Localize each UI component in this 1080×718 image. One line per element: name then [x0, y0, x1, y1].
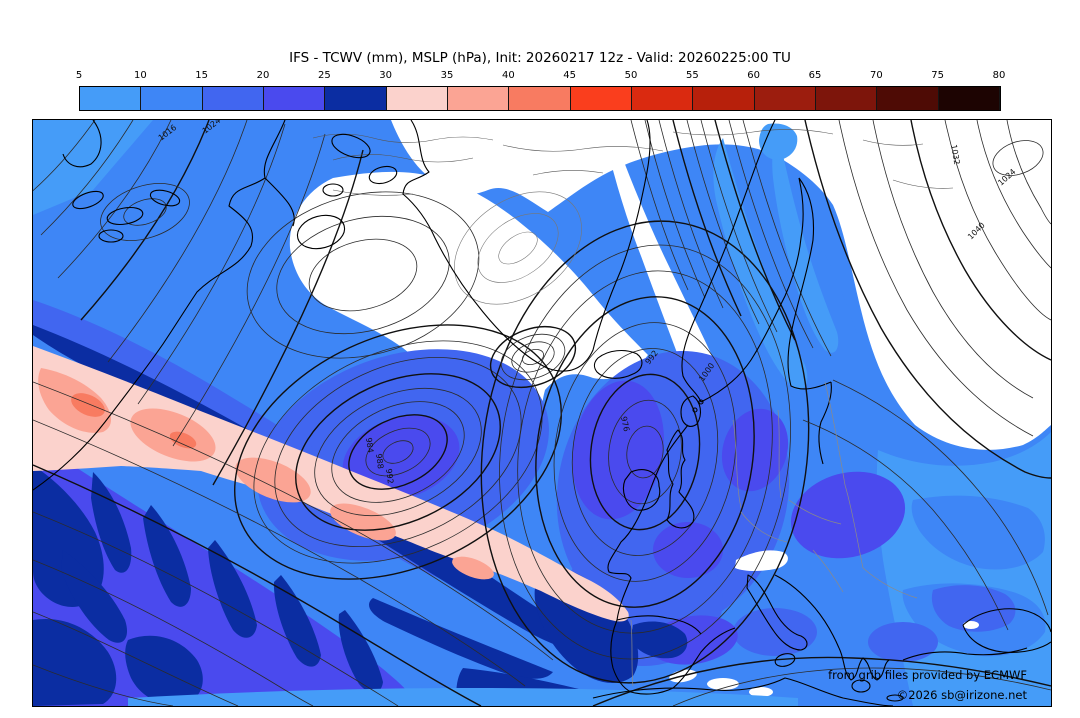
- colorbar-bar: [79, 86, 1001, 111]
- isobar-label: 1032: [949, 144, 961, 166]
- colorbar-tick: 50: [624, 70, 638, 81]
- colorbar-segment: [693, 87, 755, 110]
- colorbar-tick: 75: [931, 70, 945, 81]
- page-title: IFS - TCWV (mm), MSLP (hPa), Init: 20260…: [289, 50, 791, 66]
- isobar-label: 992: [384, 468, 395, 484]
- colorbar-segment: [386, 87, 448, 110]
- colorbar-segment: [509, 87, 571, 110]
- colorbar-segment: [264, 87, 326, 110]
- tcwv-colorbar: 5 10 15 20 25 30 35 40 45 50 55 60 65 70 75 80: [76, 70, 1005, 112]
- colorbar-segment: [448, 87, 510, 110]
- colorbar-tick: 5: [75, 70, 83, 81]
- coastlines-layer: [33, 120, 1051, 706]
- colorbar-tick: 25: [317, 70, 331, 81]
- colorbar-tick: 60: [747, 70, 761, 81]
- colorbar-segment: [202, 87, 264, 110]
- colorbar-tick: 35: [440, 70, 454, 81]
- colorbar-tick: 20: [256, 70, 270, 81]
- colorbar-tick: 55: [685, 70, 699, 81]
- colorbar-segment: [570, 87, 632, 110]
- isobar-label: 984: [364, 437, 375, 453]
- isobar-label: 976: [619, 416, 631, 433]
- colorbar-tick: 80: [992, 70, 1006, 81]
- tcwv-fill-layer: [33, 120, 1051, 706]
- colorbar-tick: 15: [195, 70, 209, 81]
- colorbar-tick: 10: [133, 70, 147, 81]
- colorbar-tick: 70: [869, 70, 883, 81]
- colorbar-segment: [141, 87, 203, 110]
- colorbar-tick: 65: [808, 70, 822, 81]
- colorbar-segment: [632, 87, 694, 110]
- attribution-source: from grib files provided by ECMWF: [828, 668, 1027, 682]
- colorbar-segment: [938, 87, 1000, 110]
- colorbar-segment: [877, 87, 939, 110]
- colorbar-tick: 40: [501, 70, 515, 81]
- isobar-contours: [33, 120, 1051, 706]
- colorbar-segment: [325, 87, 387, 110]
- isobar-label: 988: [374, 453, 385, 469]
- colorbar-tick: 45: [563, 70, 577, 81]
- map-canvas: 1016 1024 984 988 992 976 992 1000 1032 1024 1040 …: [32, 119, 1052, 707]
- colorbar-segment: [80, 87, 142, 110]
- colorbar-segment: [754, 87, 816, 110]
- colorbar-tick: 30: [379, 70, 393, 81]
- colorbar-segment: [816, 87, 878, 110]
- attribution-copyright: ©2026 sb@irizone.net: [896, 688, 1027, 702]
